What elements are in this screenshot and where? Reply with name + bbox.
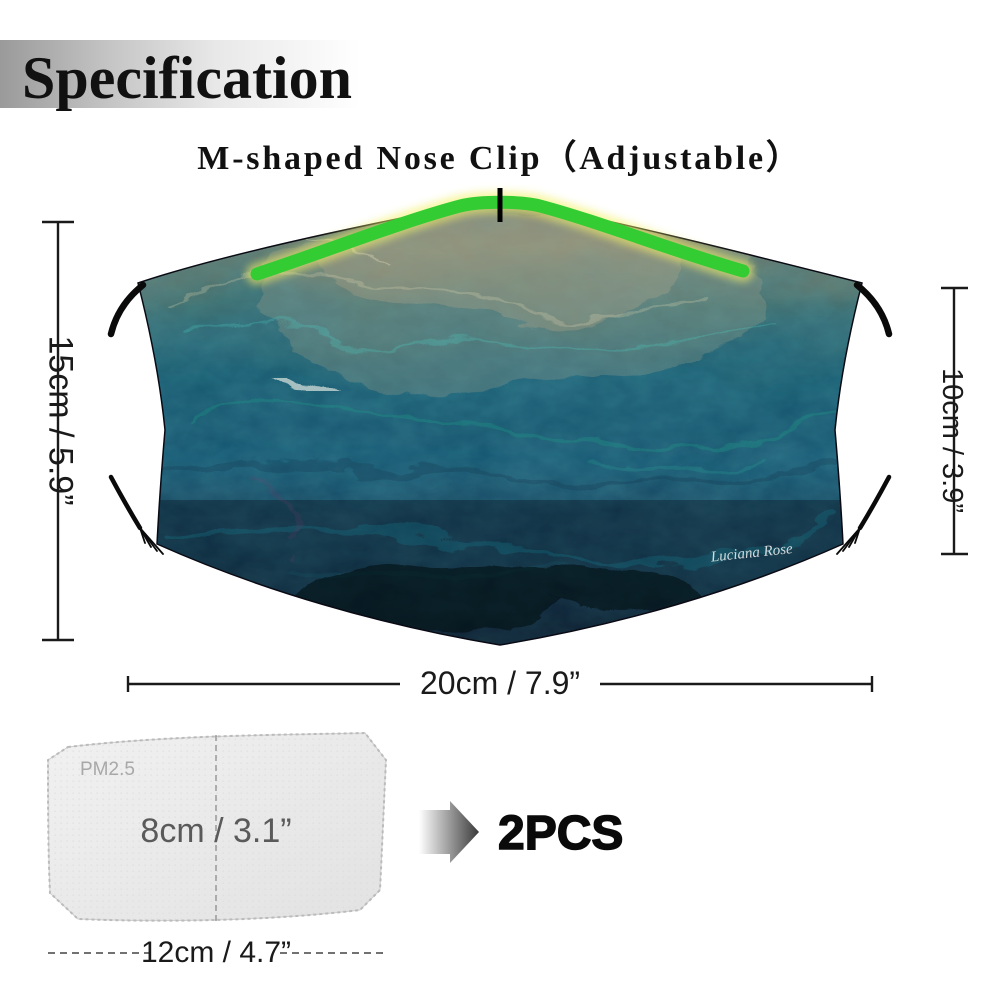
svg-text:2PCS: 2PCS (498, 807, 623, 860)
svg-text:8cm / 3.1”: 8cm / 3.1” (140, 812, 291, 850)
svg-text:12cm / 4.7”: 12cm / 4.7” (141, 936, 291, 969)
svg-text:PM2.5: PM2.5 (80, 759, 135, 780)
